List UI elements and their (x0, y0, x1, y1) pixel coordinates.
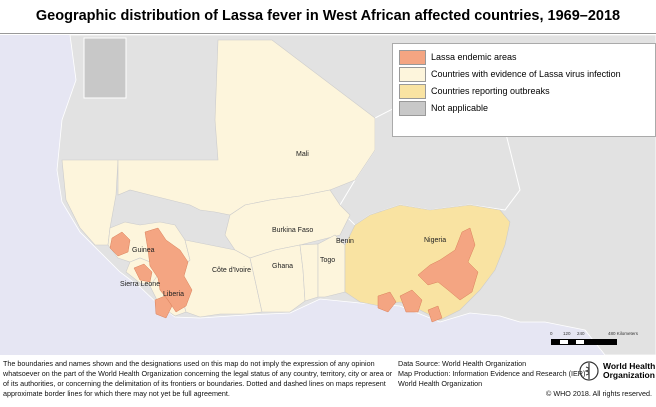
who-emblem-icon (579, 361, 599, 381)
endemic-area-nigeria-south (399, 289, 423, 313)
label-liberia: Liberia (163, 291, 184, 298)
label-benin: Benin (336, 238, 354, 245)
lassa-endemic-areas (109, 227, 479, 323)
legend-item-evidence: Countries with evidence of Lassa virus i… (399, 66, 655, 82)
who-logo: World Health Organization (578, 360, 655, 382)
legend-label: Countries reporting outbreaks (431, 86, 550, 96)
endemic-area-guinea-west (109, 231, 131, 257)
legend-label: Not applicable (431, 103, 489, 113)
scale-tick-0: 0 (550, 331, 553, 336)
endemic-area-nigeria-southwest (377, 291, 397, 313)
legend: Lassa endemic areas Countries with evide… (392, 43, 656, 137)
who-wordmark: World Health Organization (603, 362, 655, 380)
label-ghana: Ghana (272, 263, 293, 270)
map-title: Geographic distribution of Lassa fever i… (0, 0, 656, 34)
scale-tick-120: 120 (563, 331, 571, 336)
label-nigeria: Nigeria (424, 237, 446, 244)
label-guinea: Guinea (132, 247, 155, 254)
disclaimer: The boundaries and names shown and the d… (3, 359, 393, 398)
endemic-area-nigeria-southeast (427, 305, 443, 323)
label-cote-divoire: Côte d'Ivoire (212, 267, 251, 274)
scale-tick-480: 480 Kilometers (608, 331, 639, 336)
who-wordmark-line1: World Health (603, 361, 656, 371)
copyright: © WHO 2018. All rights reserved. (546, 389, 652, 398)
credits: Data Source: World Health Organization M… (398, 359, 585, 389)
legend-label: Lassa endemic areas (431, 52, 517, 62)
endemic-area-guinea-forest (144, 227, 193, 313)
endemic-area-liberia (154, 295, 173, 319)
endemic-area-sierra-leone (133, 263, 153, 283)
country-togo (299, 243, 319, 302)
legend-item-endemic: Lassa endemic areas (399, 49, 655, 65)
scale-bar: 0 120 240 480 Kilometers (550, 331, 650, 345)
label-mali: Mali (296, 151, 309, 158)
label-sierra-leone: Sierra Leone (120, 281, 160, 288)
map-production: Map Production: Information Evidence and… (398, 369, 586, 378)
legend-item-outbreaks: Countries reporting outbreaks (399, 83, 655, 99)
who-wordmark-line2: Organization (603, 370, 655, 380)
organization: World Health Organization (398, 379, 483, 388)
legend-item-not-applicable: Not applicable (399, 100, 655, 116)
scale-tick-240: 240 (577, 331, 585, 336)
endemic-area-nigeria-central (417, 227, 479, 301)
data-source: Data Source: World Health Organization (398, 359, 527, 368)
legend-label: Countries with evidence of Lassa virus i… (431, 69, 621, 79)
label-togo: Togo (320, 257, 335, 264)
not-applicable-region (83, 37, 127, 99)
country-mali (117, 39, 376, 216)
label-burkina-faso: Burkina Faso (272, 227, 313, 234)
